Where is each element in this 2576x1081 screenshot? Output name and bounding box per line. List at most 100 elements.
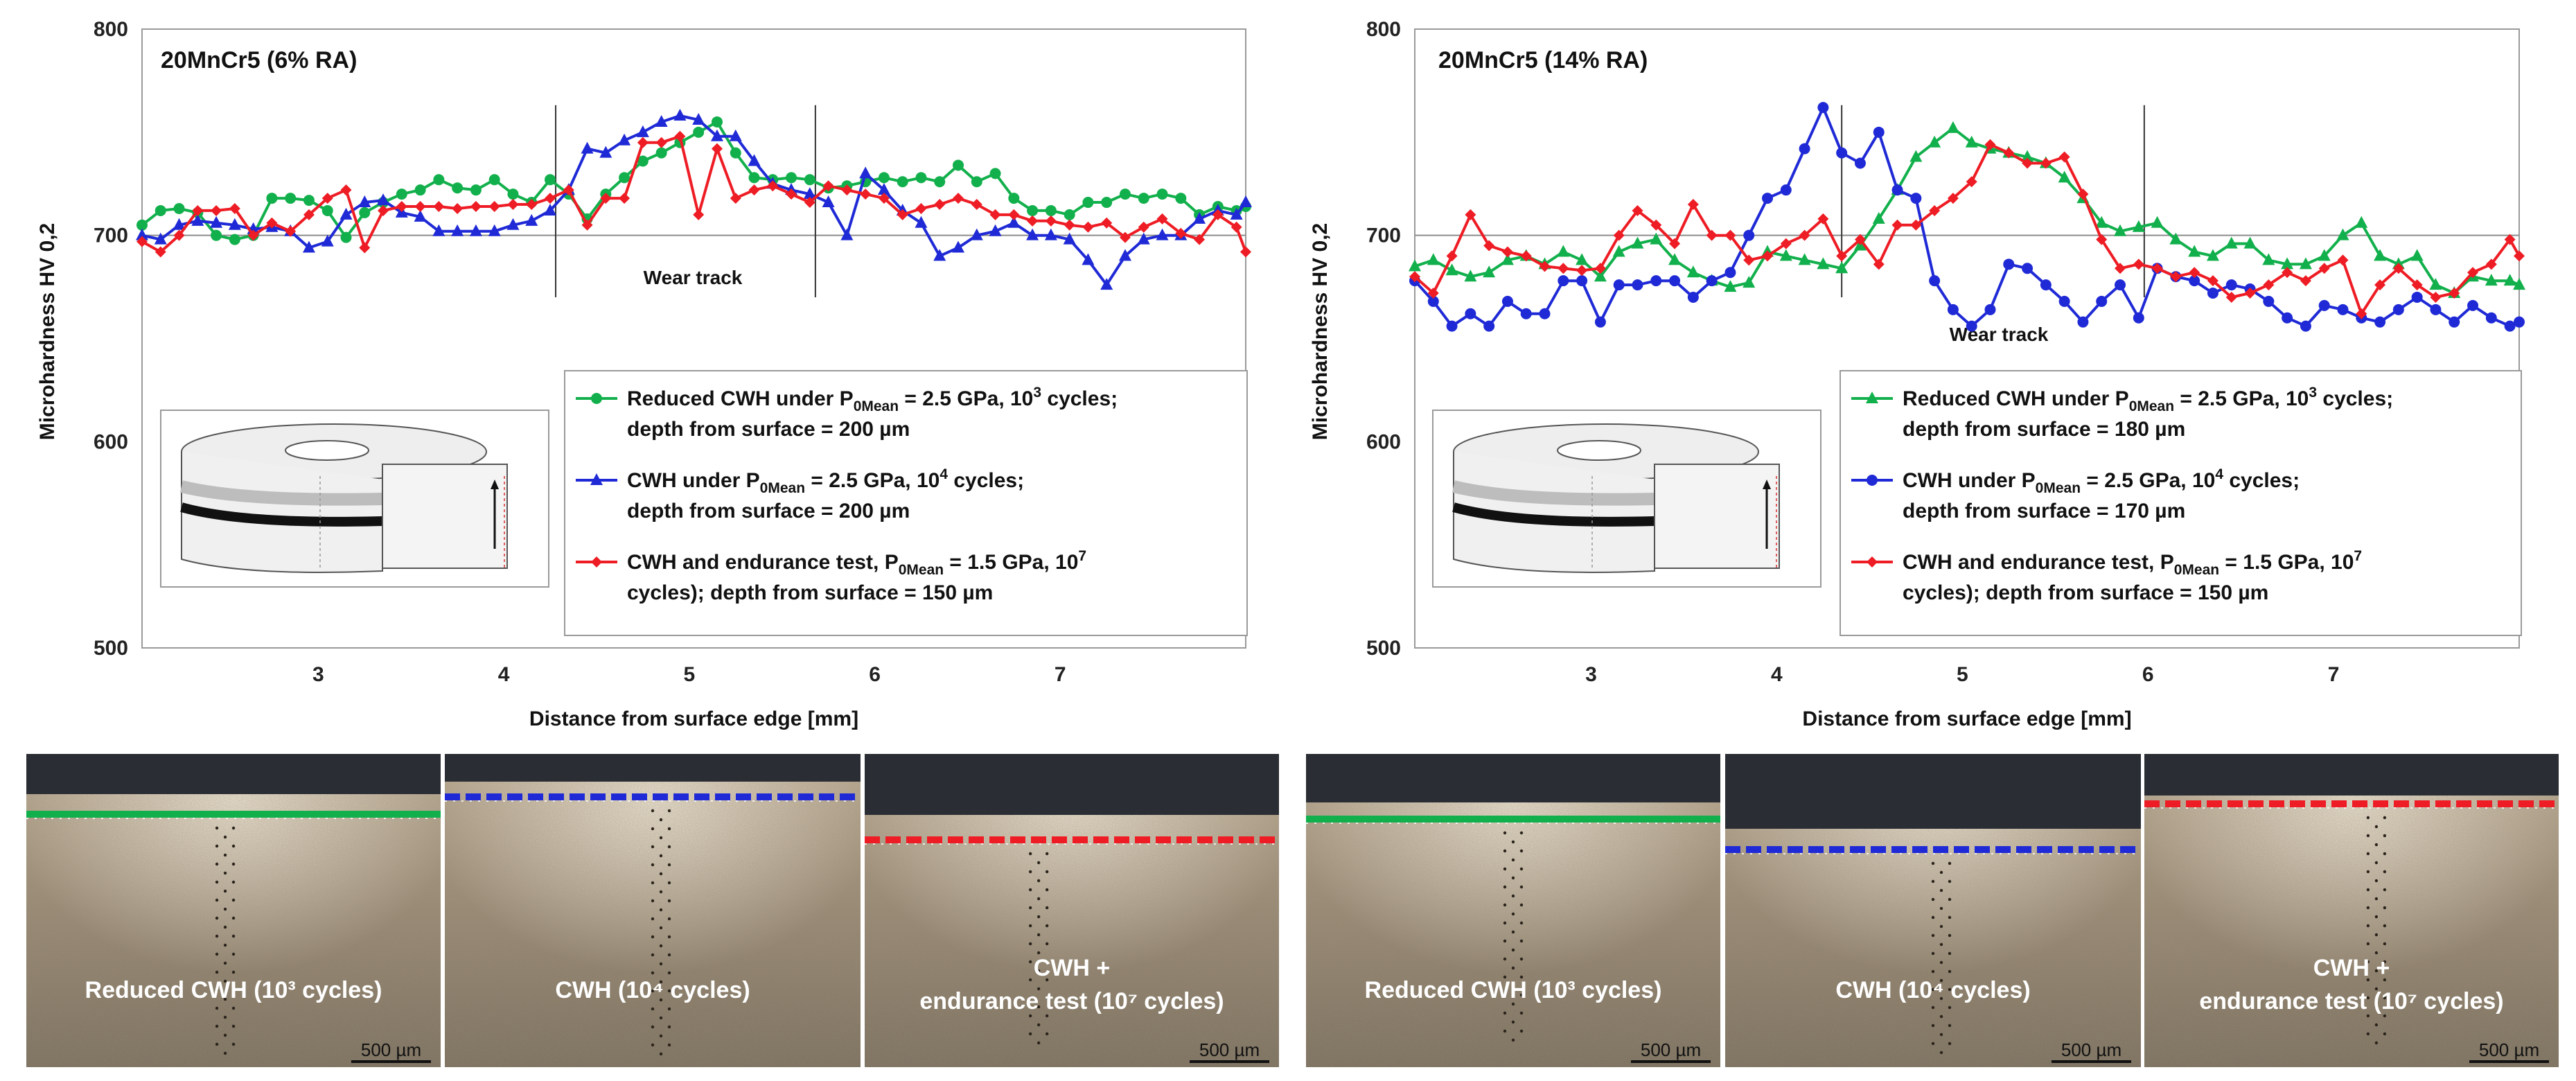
data-point (1966, 176, 1977, 188)
indent-mark (215, 916, 219, 920)
indent-mark (1045, 924, 1049, 928)
indent-mark (659, 1016, 663, 1020)
data-point (1501, 253, 1514, 265)
indent-mark (1028, 942, 1032, 946)
indent-mark (1503, 939, 1507, 943)
y-axis-label: Microhardness HV 0,2 (36, 223, 59, 440)
data-point (711, 116, 723, 128)
indent-mark (231, 934, 236, 938)
indent-mark (1931, 1005, 1935, 1010)
data-point (1427, 295, 1439, 307)
indent-mark (1931, 897, 1935, 902)
indent-mark (1939, 1051, 1943, 1055)
data-point (1779, 249, 1792, 261)
data-point (2430, 291, 2442, 303)
indent-mark (1036, 987, 1041, 991)
data-point (2225, 279, 2237, 291)
data-point (1483, 265, 1496, 278)
indent-mark (223, 943, 227, 947)
indent-mark (215, 862, 219, 866)
micrograph-label: Reduced CWH (10³ cycles) (1365, 977, 1662, 1003)
indent-mark (1939, 996, 1943, 1001)
indent-mark (215, 880, 219, 884)
indent-mark (1519, 921, 1524, 925)
data-point (2077, 316, 2089, 328)
data-point (1650, 232, 1663, 245)
x-tick-label: 4 (1771, 663, 1783, 686)
indent-mark (2366, 888, 2370, 892)
data-point (451, 224, 464, 236)
data-point (414, 184, 426, 196)
indent-mark (1939, 888, 1943, 893)
surface-shadow (179, 480, 383, 506)
legend-marker (1867, 475, 1878, 486)
data-point (971, 199, 982, 211)
data-point (2337, 304, 2349, 315)
legend-marker (591, 556, 602, 568)
data-point (655, 137, 667, 148)
data-point (989, 168, 1001, 179)
micrograph-panel-2: CWH (10⁴ cycles) (445, 754, 861, 1067)
data-point (2132, 220, 2145, 232)
indent-mark (1948, 1042, 1952, 1046)
indent-mark (1511, 912, 1515, 916)
data-point (247, 229, 259, 241)
data-point (2392, 304, 2404, 315)
y-tick-label: 500 (94, 637, 128, 660)
data-point (2374, 316, 2386, 328)
legend-label-line2: depth from surface = 200 µm (627, 500, 910, 522)
data-point (1137, 232, 1150, 245)
data-point (2096, 234, 2108, 245)
x-tick-label: 5 (683, 663, 695, 686)
data-point (2022, 263, 2034, 274)
data-point (1063, 232, 1076, 245)
indent-mark (1028, 870, 1032, 874)
data-point (1539, 261, 1551, 272)
indent-mark (223, 1015, 227, 1019)
data-point (506, 218, 520, 230)
data-point (210, 216, 223, 228)
x-tick-label: 4 (498, 663, 510, 686)
data-point (211, 204, 222, 216)
data-point (1835, 261, 1849, 274)
data-point (1427, 288, 1439, 299)
indent-mark (1519, 1029, 1524, 1033)
indent-mark (231, 1042, 236, 1046)
indent-mark (1028, 960, 1032, 964)
data-point (1984, 139, 1996, 150)
y-tick-label: 500 (1366, 637, 1401, 660)
data-point (2282, 267, 2293, 279)
indent-mark (2374, 861, 2379, 865)
mount-background (1306, 754, 1720, 802)
data-point (693, 126, 705, 138)
data-point (340, 231, 352, 243)
data-point (526, 199, 538, 211)
data-point (2449, 288, 2460, 299)
data-point (433, 174, 445, 186)
data-point (507, 199, 519, 211)
data-point (2170, 271, 2182, 283)
micrograph-panel-1: Reduced CWH (10³ cycles) 500 µm (26, 754, 441, 1067)
data-point (358, 195, 371, 208)
data-point (229, 202, 240, 214)
data-point (303, 209, 315, 220)
data-point (1817, 257, 1830, 270)
data-point (2300, 320, 2311, 332)
data-point (1101, 197, 1113, 209)
micrograph-label: CWH (10⁴ cycles) (1835, 977, 2030, 1003)
y-tick-label: 700 (1366, 225, 1401, 247)
data-point (1465, 209, 1476, 220)
data-point (1724, 229, 1736, 241)
ring-side (181, 452, 383, 573)
data-point (1668, 253, 1682, 265)
indent-mark (223, 997, 227, 1001)
indent-mark (1511, 1002, 1515, 1006)
data-point (767, 180, 779, 192)
data-point (674, 130, 686, 142)
indent-mark (1503, 831, 1507, 835)
data-point (1613, 279, 1625, 291)
data-point (1966, 320, 1977, 332)
indent-mark (2383, 1014, 2387, 1018)
cut-section (1654, 464, 1780, 569)
